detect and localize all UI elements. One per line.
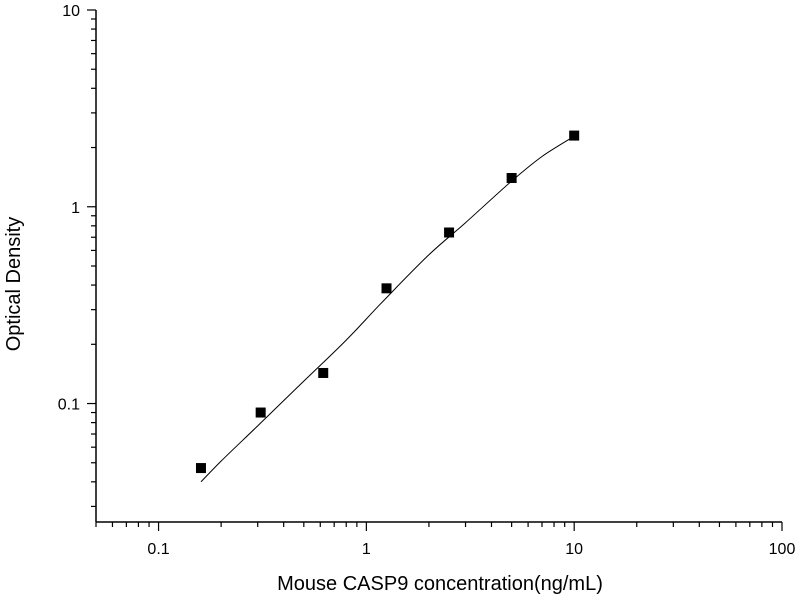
x-tick-label: 10 <box>565 541 583 558</box>
y-axis-title: Optical Density <box>3 217 25 352</box>
x-tick-label: 0.1 <box>147 541 169 558</box>
fit-curve-line <box>200 135 575 483</box>
data-point <box>506 173 517 184</box>
y-tick-label: 1 <box>71 200 80 217</box>
data-point <box>255 407 266 418</box>
axes <box>95 10 782 523</box>
data-points-layer <box>195 130 580 474</box>
data-point <box>569 130 580 141</box>
ticks <box>87 9 783 531</box>
fit-curve-layer <box>200 135 575 483</box>
tick-labels: 0.1 1 10 100 0.1 1 10 <box>58 3 796 558</box>
x-tick-label: 1 <box>362 541 371 558</box>
x-tick-label: 100 <box>769 541 796 558</box>
data-point <box>444 227 455 238</box>
x-axis-title: Mouse CASP9 concentration(ng/mL) <box>277 573 603 595</box>
data-point <box>381 283 392 294</box>
data-point <box>318 367 329 378</box>
data-point <box>195 463 206 474</box>
y-tick-label: 0.1 <box>58 397 80 414</box>
y-tick-label: 10 <box>62 3 80 20</box>
